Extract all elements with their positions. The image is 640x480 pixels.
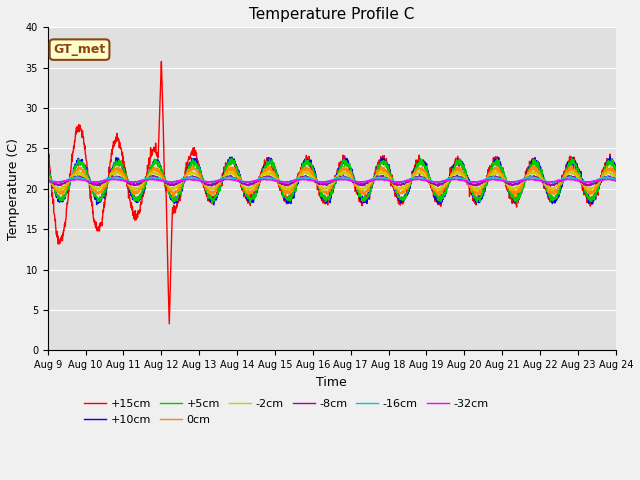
-8cm (44, 178, 52, 183)
0cm (44, 173, 52, 179)
-8cm (562, 176, 570, 181)
+10cm (578, 176, 586, 182)
-32cm (44, 178, 52, 183)
+5cm (578, 179, 586, 184)
Line: +10cm: +10cm (48, 157, 616, 205)
X-axis label: Time: Time (316, 375, 347, 389)
+10cm (210, 202, 218, 208)
+5cm (208, 201, 216, 206)
+15cm (578, 182, 586, 188)
-2cm (44, 174, 52, 180)
Text: GT_met: GT_met (53, 43, 106, 56)
Line: -32cm: -32cm (48, 179, 616, 182)
-32cm (203, 179, 211, 185)
+5cm (228, 155, 236, 161)
-16cm (578, 179, 586, 184)
-2cm (612, 174, 620, 180)
Line: +5cm: +5cm (48, 158, 616, 204)
+10cm (562, 168, 570, 174)
-8cm (361, 182, 369, 188)
-8cm (348, 178, 356, 184)
-16cm (612, 177, 620, 183)
+10cm (497, 165, 505, 171)
0cm (349, 177, 356, 183)
+15cm (44, 146, 52, 152)
+10cm (349, 171, 356, 177)
+10cm (44, 165, 52, 171)
0cm (562, 170, 570, 176)
0cm (202, 185, 210, 191)
-16cm (44, 177, 52, 182)
-16cm (497, 177, 505, 182)
+15cm (497, 166, 505, 171)
-8cm (434, 183, 442, 189)
+15cm (612, 169, 620, 175)
-2cm (562, 171, 570, 177)
-32cm (612, 178, 620, 184)
+5cm (361, 192, 369, 197)
+10cm (606, 154, 614, 160)
Y-axis label: Temperature (C): Temperature (C) (7, 138, 20, 240)
-2cm (497, 173, 505, 179)
Line: +15cm: +15cm (48, 61, 616, 324)
+5cm (44, 165, 52, 170)
-16cm (490, 174, 497, 180)
-2cm (319, 188, 326, 194)
+5cm (497, 162, 505, 168)
0cm (612, 169, 620, 175)
-32cm (361, 179, 369, 184)
Line: -8cm: -8cm (48, 175, 616, 186)
-2cm (75, 168, 83, 174)
-8cm (497, 176, 505, 182)
+15cm (166, 321, 173, 327)
-16cm (562, 174, 570, 180)
-2cm (361, 185, 369, 191)
+15cm (361, 198, 369, 204)
-16cm (207, 180, 215, 186)
+15cm (157, 59, 165, 64)
0cm (530, 163, 538, 168)
Legend: +15cm, +10cm, +5cm, 0cm, -2cm, -8cm, -16cm, -32cm: +15cm, +10cm, +5cm, 0cm, -2cm, -8cm, -16… (79, 395, 493, 429)
+10cm (202, 187, 210, 193)
-16cm (349, 178, 356, 183)
-32cm (202, 180, 210, 185)
0cm (578, 180, 586, 186)
Line: -2cm: -2cm (48, 171, 616, 191)
-32cm (349, 178, 356, 184)
-2cm (349, 179, 356, 184)
+10cm (361, 197, 369, 203)
-32cm (149, 176, 157, 182)
0cm (361, 189, 369, 195)
Line: 0cm: 0cm (48, 166, 616, 196)
-8cm (202, 181, 210, 187)
-8cm (578, 180, 586, 185)
+5cm (202, 186, 210, 192)
+5cm (562, 168, 570, 173)
+5cm (612, 168, 620, 173)
-32cm (578, 179, 586, 184)
Line: -16cm: -16cm (48, 177, 616, 183)
0cm (497, 171, 505, 177)
-16cm (361, 179, 369, 185)
+15cm (562, 162, 570, 168)
-32cm (497, 178, 505, 183)
+15cm (349, 172, 356, 178)
-16cm (202, 179, 210, 185)
+15cm (203, 193, 211, 199)
0cm (169, 193, 177, 199)
-2cm (202, 184, 210, 190)
+5cm (349, 171, 356, 177)
-8cm (612, 178, 620, 184)
-2cm (578, 180, 586, 186)
Title: Temperature Profile C: Temperature Profile C (249, 7, 415, 22)
-8cm (415, 172, 423, 178)
+10cm (612, 162, 620, 168)
-32cm (562, 177, 570, 182)
